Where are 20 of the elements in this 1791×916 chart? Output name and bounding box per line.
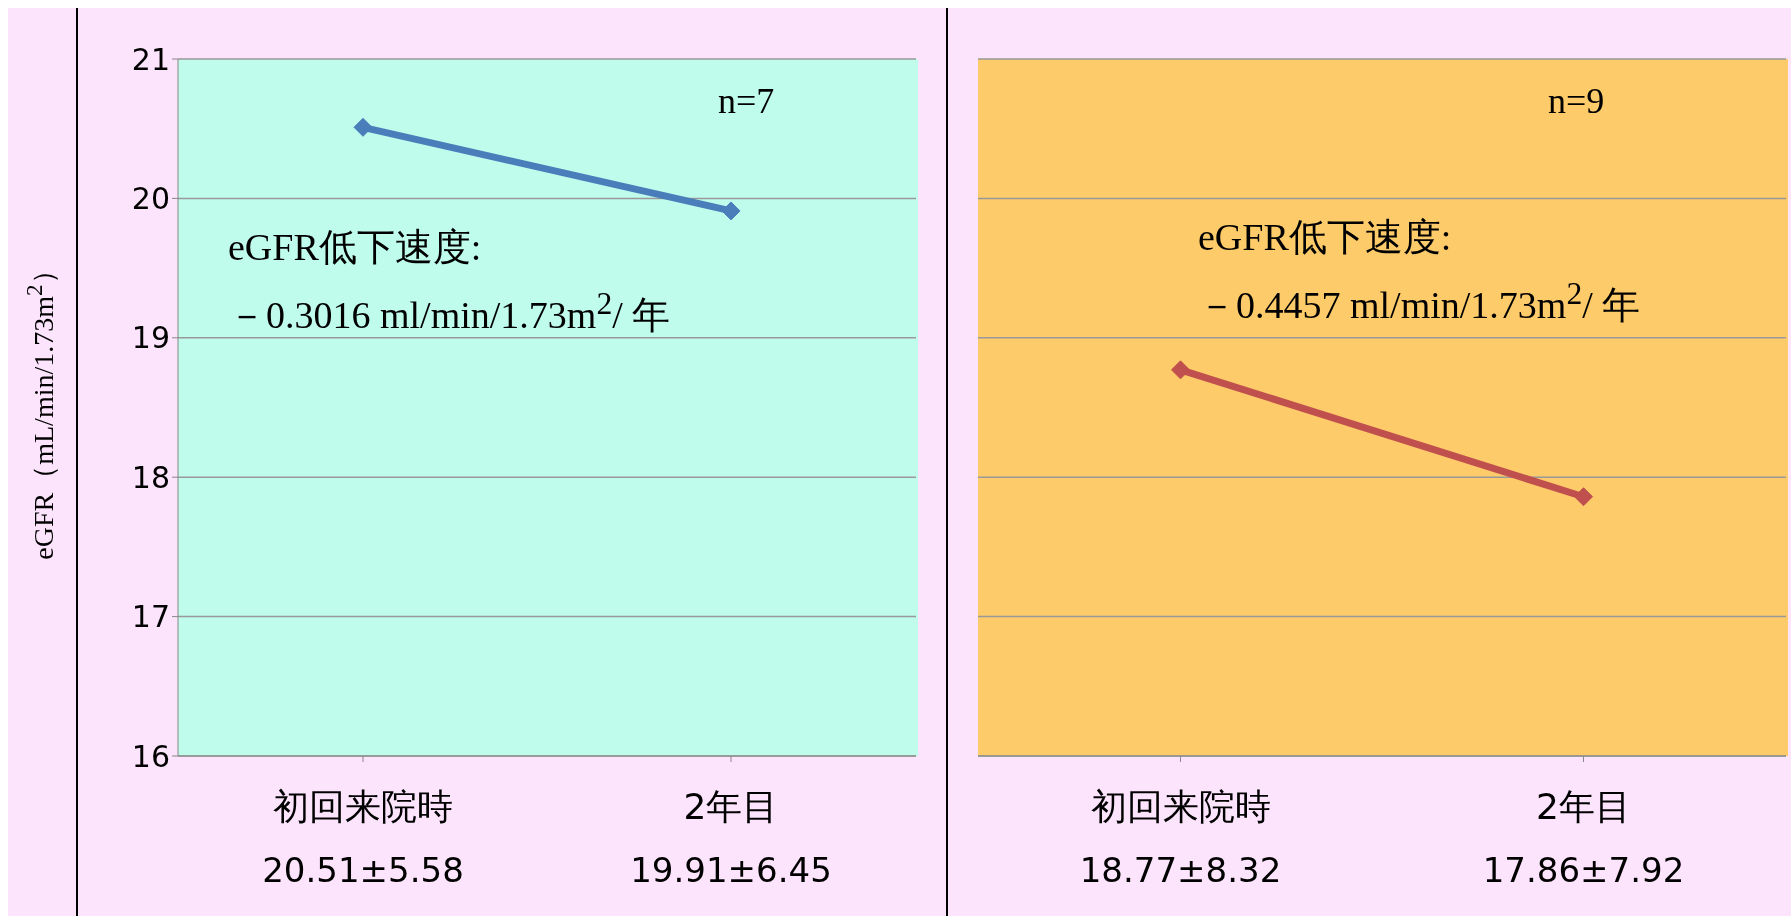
text: 17.86±7.92 [1482,850,1685,890]
y-tick-label: 20 [131,181,170,217]
annotation: －0.4457 ml/min/1.73m$^{2}$/ 年 [1198,276,1641,326]
annotation: n=9 [1548,81,1605,121]
y-tick-label: 16 [131,738,170,774]
text: 19.91±6.45 [630,850,832,890]
annotation: －0.3016 ml/min/1.73m$^{2}$/ 年 [228,286,671,336]
x-tick-label: 2年目 [683,786,779,827]
x-tick-label: 初回来院時 [273,786,453,827]
text: 20.51±5.58 [262,850,464,890]
annotation: eGFR低下速度: [228,226,482,268]
text: 18.77±8.32 [1079,850,1282,890]
y-tick-label: 18 [131,459,170,495]
x-tick-label: 初回来院時 [1090,786,1271,827]
y-tick-label: 21 [131,41,170,77]
annotation: eGFR低下速度: [1198,216,1452,258]
y-tick-label: 19 [131,320,170,356]
x-tick-label: 2年目 [1536,786,1631,827]
y-tick-label: 17 [131,599,170,635]
annotation: n=7 [718,81,775,121]
